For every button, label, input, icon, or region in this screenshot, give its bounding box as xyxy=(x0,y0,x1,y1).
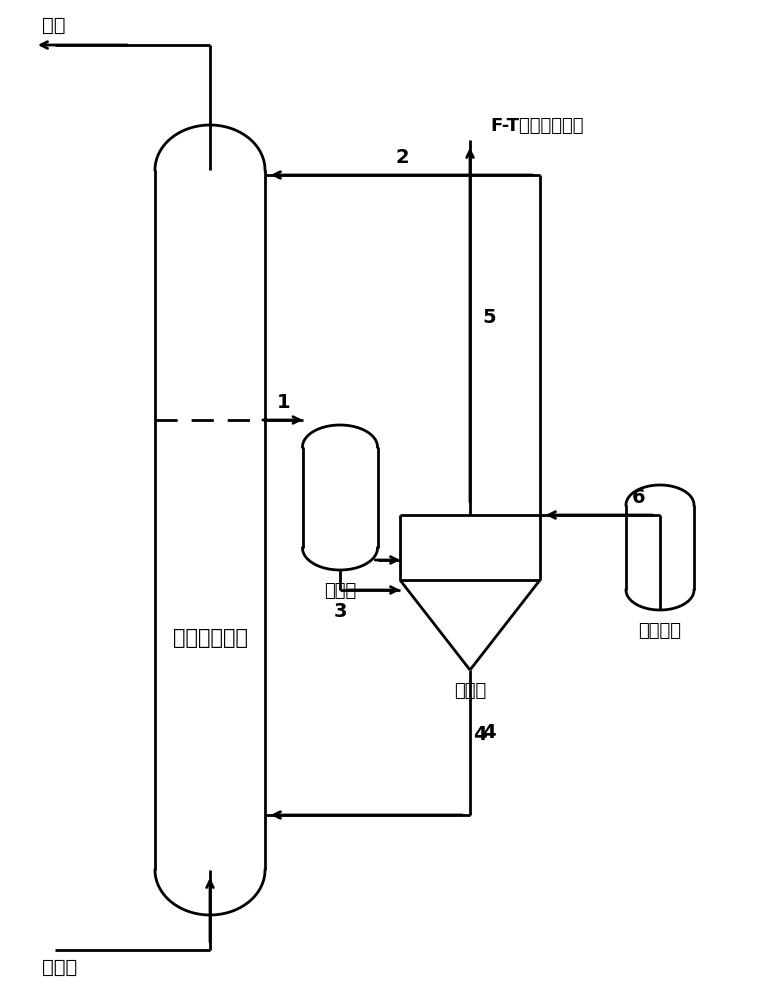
Text: 5: 5 xyxy=(482,308,496,327)
Text: 分离器: 分离器 xyxy=(454,682,486,700)
Text: 浆态床反应器: 浆态床反应器 xyxy=(172,629,248,648)
Text: 3: 3 xyxy=(334,602,347,621)
Text: 1: 1 xyxy=(277,393,290,412)
Text: F-T合成重质产物: F-T合成重质产物 xyxy=(490,117,584,135)
Text: 4: 4 xyxy=(482,723,496,742)
Text: 脱气罐: 脱气罐 xyxy=(324,582,356,600)
Text: 反冲洗罐: 反冲洗罐 xyxy=(638,622,682,640)
Text: 2: 2 xyxy=(396,148,409,167)
Text: 合成气: 合成气 xyxy=(42,958,77,977)
Text: 6: 6 xyxy=(631,488,645,507)
Text: 尾气: 尾气 xyxy=(42,16,66,35)
Text: 4: 4 xyxy=(473,725,487,744)
